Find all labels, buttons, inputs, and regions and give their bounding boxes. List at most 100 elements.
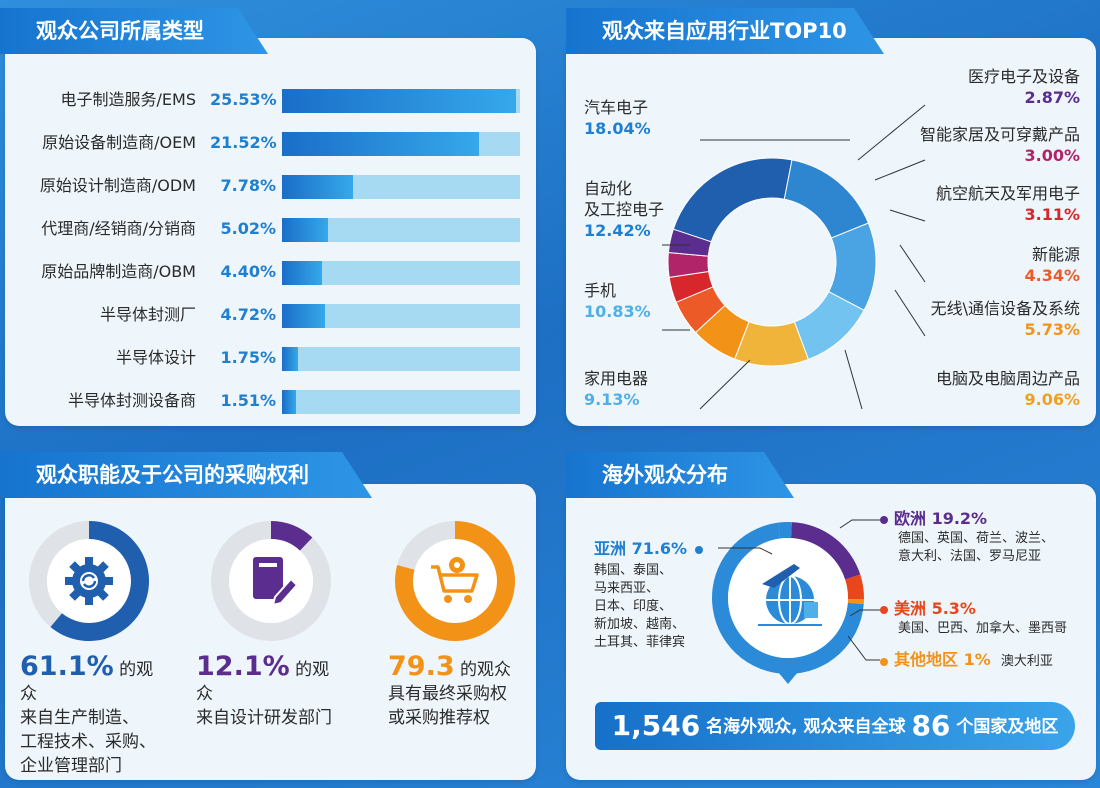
bar-value-label: 1.75% bbox=[220, 348, 276, 367]
overseas-title: 海外观众分布 bbox=[566, 452, 794, 498]
function-title: 观众职能及于公司的采购权利 bbox=[0, 452, 372, 498]
bar-track bbox=[282, 347, 520, 371]
ring-stat-value: 12.1% bbox=[196, 651, 290, 682]
ring-stat-line: 来自生产制造、 bbox=[20, 708, 139, 728]
donut-label: 无线\通信设备及系统 5.73% bbox=[880, 298, 1080, 340]
donut-category-label: 医疗电子及设备 bbox=[967, 67, 1080, 86]
bar-value-label: 21.52% bbox=[210, 133, 277, 152]
bar bbox=[282, 132, 479, 156]
bar-category-label: 原始设备制造商/OEM bbox=[42, 133, 196, 152]
donut-category-label: 手机 bbox=[584, 281, 617, 300]
donut-label: 医疗电子及设备 2.87% bbox=[880, 66, 1080, 108]
donut-category-label: 智能家居及可穿戴产品 bbox=[919, 125, 1080, 144]
ring-stat-value: 61.1% bbox=[20, 651, 114, 682]
country-count: 86 bbox=[911, 709, 951, 742]
bar-value-label: 1.51% bbox=[220, 391, 276, 410]
bar-category-label: 原始品牌制造商/OBM bbox=[41, 262, 196, 281]
ring-stat-suffix: 的观众 bbox=[454, 660, 512, 680]
bar-row: 代理商/经销商/分销商 5.02% bbox=[10, 216, 522, 242]
ring-stat-text: 12.1% 的观众 来自设计研发部门 bbox=[196, 653, 346, 730]
bar-value-label: 4.72% bbox=[220, 305, 276, 324]
america-dot bbox=[880, 605, 888, 614]
bar-row: 原始设备制造商/OEM 21.52% bbox=[10, 130, 522, 156]
bar-row: 半导体设计 1.75% bbox=[10, 345, 522, 371]
donut-value-label: 3.11% bbox=[1024, 205, 1080, 224]
banner-text-2: 个国家及地区 bbox=[950, 717, 1059, 737]
bar-value-label: 7.78% bbox=[220, 176, 276, 195]
europe-dot bbox=[880, 515, 888, 524]
bar bbox=[282, 347, 299, 371]
bar-track bbox=[282, 89, 520, 113]
country-line: 意大利、法国、罗马尼亚 bbox=[898, 549, 1042, 564]
america-countries: 美国、巴西、加拿大、墨西哥 bbox=[898, 621, 1068, 636]
country-line: 德国、英国、荷兰、波兰、 bbox=[898, 531, 1055, 546]
bar bbox=[282, 390, 296, 414]
bar-track bbox=[282, 175, 520, 199]
industry-title: 观众来自应用行业TOP10 bbox=[566, 8, 884, 54]
donut-value-label: 4.34% bbox=[1024, 266, 1080, 285]
bar-category-label: 原始设计制造商/ODM bbox=[39, 176, 196, 195]
bar-row: 半导体封测设备商 1.51% bbox=[10, 388, 522, 414]
ring-stat-value: 79.3 bbox=[388, 651, 455, 682]
bar-value-label: 4.40% bbox=[220, 262, 276, 281]
donut-category-label: 新能源 bbox=[1031, 245, 1080, 264]
ring-stat-line: 或采购推荐权 bbox=[388, 708, 490, 728]
ring-stat-first-line: 12.1% 的观众 bbox=[196, 653, 346, 706]
donut-value-label: 18.04% bbox=[584, 119, 651, 138]
overseas-summary-banner: 1,546 名海外观众, 观众来自全球 86 个国家及地区 bbox=[595, 702, 1075, 750]
europe-head: 欧洲 19.2% bbox=[894, 509, 988, 528]
bar bbox=[282, 89, 516, 113]
bar-value-label: 5.02% bbox=[220, 219, 276, 238]
asia-countries: 韩国、泰国、 马来西亚、 日本、印度、 新加坡、越南、 土耳其、菲律宾 bbox=[594, 562, 714, 652]
bar bbox=[282, 304, 326, 328]
bar-track bbox=[282, 304, 520, 328]
donut-label: 家用电器 9.13% bbox=[584, 368, 684, 410]
bar-value-label: 25.53% bbox=[210, 90, 277, 109]
ring-stat-line: 工程技术、采购、 bbox=[20, 732, 156, 752]
donut-category-label: 家用电器 bbox=[584, 369, 649, 388]
asia-head: 亚洲 71.6% bbox=[594, 539, 688, 558]
bar-row: 半导体封测厂 4.72% bbox=[10, 302, 522, 328]
bar-track bbox=[282, 390, 520, 414]
donut-label: 汽车电子 18.04% bbox=[584, 97, 684, 139]
country-line: 韩国、泰国、 bbox=[594, 563, 673, 578]
bar bbox=[282, 218, 328, 242]
company-type-title: 观众公司所属类型 bbox=[0, 8, 268, 54]
donut-label: 手机 10.83% bbox=[584, 280, 684, 322]
ring-stat-first-line: 61.1% 的观众 bbox=[20, 653, 170, 706]
ring-stat-first-line: 79.3 的观众 bbox=[388, 653, 538, 682]
ring-stat-line: 企业管理部门 bbox=[20, 756, 122, 776]
asia-dot bbox=[695, 545, 704, 554]
other-countries: 澳大利亚 bbox=[1000, 654, 1053, 669]
donut-label: 智能家居及可穿戴产品 3.00% bbox=[880, 124, 1080, 166]
donut-label: 自动化 及工控电子 12.42% bbox=[584, 178, 684, 241]
bar-track bbox=[282, 218, 520, 242]
donut-category-label: 航空航天及军用电子 bbox=[935, 184, 1080, 203]
region-other: 其他地区 1% 澳大利亚 bbox=[880, 651, 1092, 671]
europe-countries: 德国、英国、荷兰、波兰、 意大利、法国、罗马尼亚 bbox=[880, 530, 1090, 566]
ring-stat-text: 61.1% 的观众 来自生产制造、 工程技术、采购、 企业管理部门 bbox=[20, 653, 170, 778]
region-asia: 亚洲 71.6% 韩国、泰国、 马来西亚、 日本、印度、 新加坡、越南、 土耳其、菲律宾 bbox=[594, 540, 714, 652]
bar-category-label: 半导体封测设备商 bbox=[67, 391, 196, 410]
country-line: 新加坡、越南、 bbox=[594, 617, 686, 632]
overseas-visitor-count: 1,546 bbox=[611, 709, 701, 742]
donut-label: 航空航天及军用电子 3.11% bbox=[880, 183, 1080, 225]
ring-stat-line: 来自设计研发部门 bbox=[196, 708, 332, 728]
bar bbox=[282, 175, 354, 199]
ring-stat-suffix: 的观众 bbox=[20, 660, 154, 704]
bar bbox=[282, 261, 323, 285]
america-head: 美洲 5.3% bbox=[894, 599, 976, 618]
donut-value-label: 9.06% bbox=[1024, 390, 1080, 409]
bar-category-label: 半导体设计 bbox=[115, 348, 196, 367]
bar-category-label: 电子制造服务/EMS bbox=[60, 90, 196, 109]
donut-value-label: 2.87% bbox=[1024, 88, 1080, 107]
donut-category-label: 电脑及电脑周边产品 bbox=[935, 369, 1080, 388]
donut-value-label: 12.42% bbox=[584, 221, 651, 240]
country-line: 马来西亚、 bbox=[594, 581, 660, 596]
bar-row: 原始设计制造商/ODM 7.78% bbox=[10, 173, 522, 199]
region-europe: 欧洲 19.2% 德国、英国、荷兰、波兰、 意大利、法国、罗马尼亚 bbox=[880, 510, 1090, 566]
donut-category-label: 汽车电子 bbox=[584, 98, 649, 117]
bar-track bbox=[282, 261, 520, 285]
ring-stat-suffix: 的观众 bbox=[196, 660, 330, 704]
donut-value-label: 9.13% bbox=[584, 390, 640, 409]
